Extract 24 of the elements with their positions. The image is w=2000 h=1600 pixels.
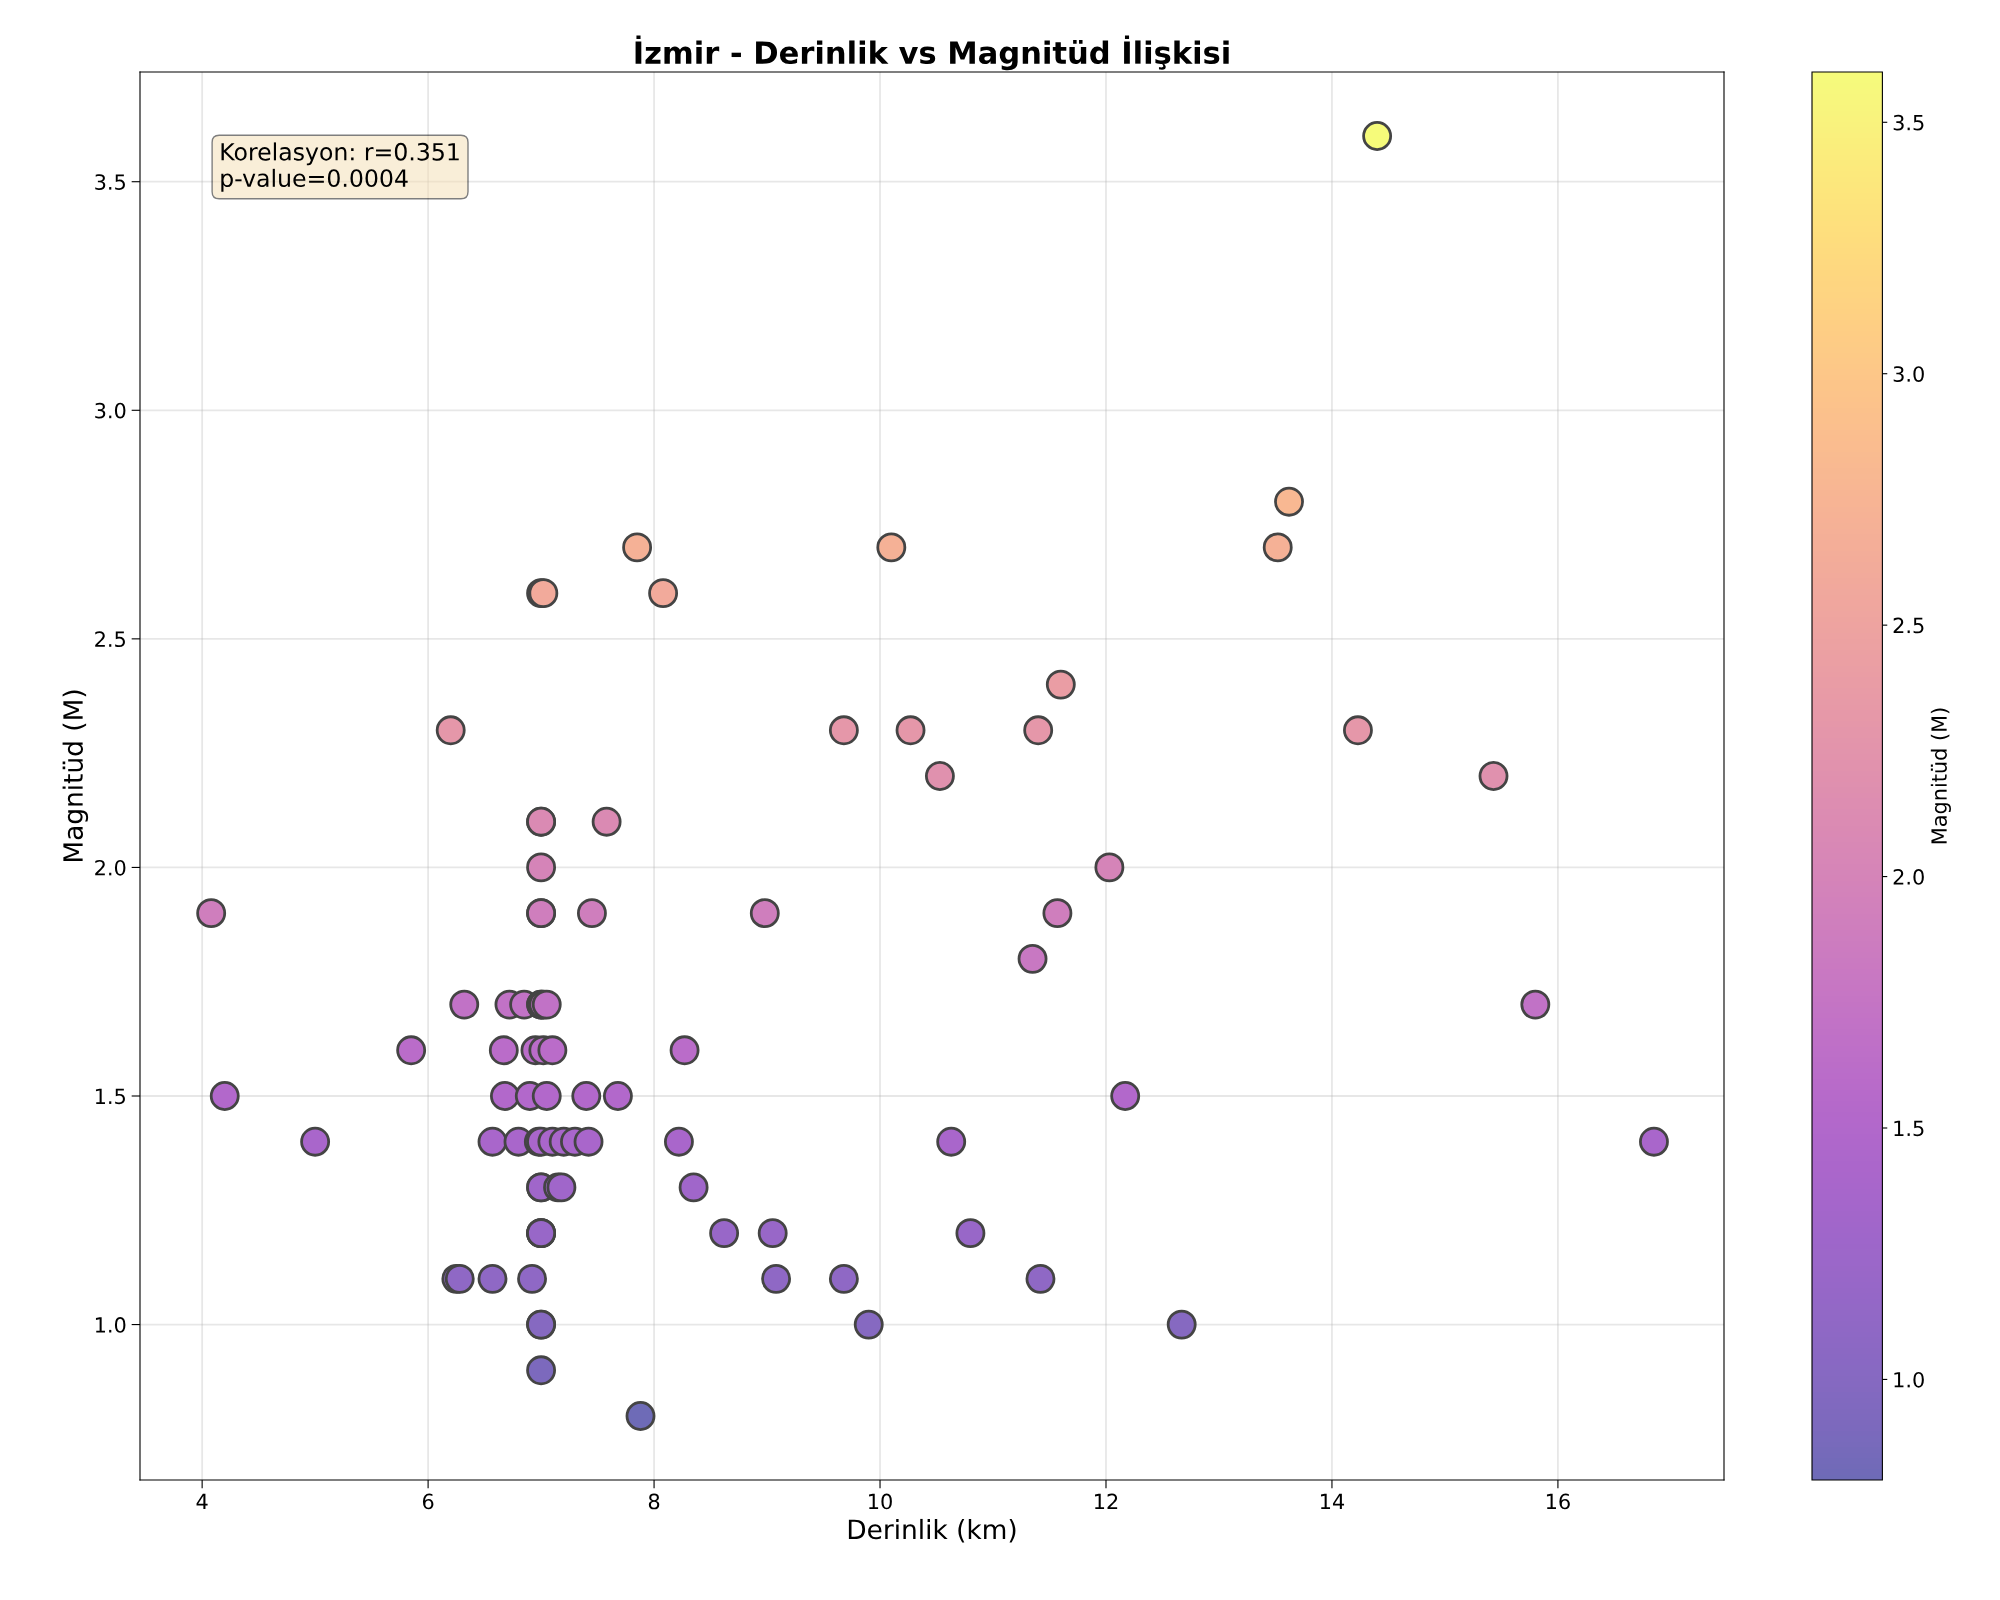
x-tick-label: 6 — [422, 1493, 434, 1510]
x-tick-label: 10 — [869, 1493, 892, 1510]
color-bar-label: 1.0 — [1894, 1371, 1924, 1388]
color-bar-label: 2.0 — [1893, 869, 1924, 885]
y-axis-title: Magnitüd (M) — [62, 690, 89, 862]
color-bar-label: 3.0 — [1893, 366, 1924, 382]
y-tick-label: 3.0 — [95, 402, 126, 419]
y-tick-label: 1.0 — [95, 1317, 126, 1333]
x-tick-label: 14 — [1320, 1493, 1345, 1510]
color-bar-label: 1.5 — [1894, 1120, 1924, 1137]
x-tick-label: 4 — [196, 1493, 208, 1510]
x-axis-title: Derinlik (km) — [848, 1518, 1016, 1543]
color-bar-label: 2.5 — [1893, 617, 1924, 634]
y-tick-label: 2.5 — [95, 631, 125, 648]
color-bar-label: 3.5 — [1893, 114, 1924, 131]
annotation: Korelasyon: r=0.351 p-value=0.0004 — [221, 142, 459, 192]
x-tick-label: 8 — [648, 1493, 660, 1510]
y-tick-label: 1.5 — [95, 1088, 125, 1105]
chart-title: İzmir - Derinlik vs Magnitüd İlişkisi — [635, 35, 1229, 71]
y-tick-label: 2.0 — [95, 859, 126, 876]
y-tick-label: 3.5 — [95, 174, 125, 190]
color-bar-title: Magnitüd (M) — [1930, 708, 1951, 844]
x-tick-label: 12 — [1095, 1493, 1118, 1510]
x-tick-label: 16 — [1546, 1493, 1570, 1510]
